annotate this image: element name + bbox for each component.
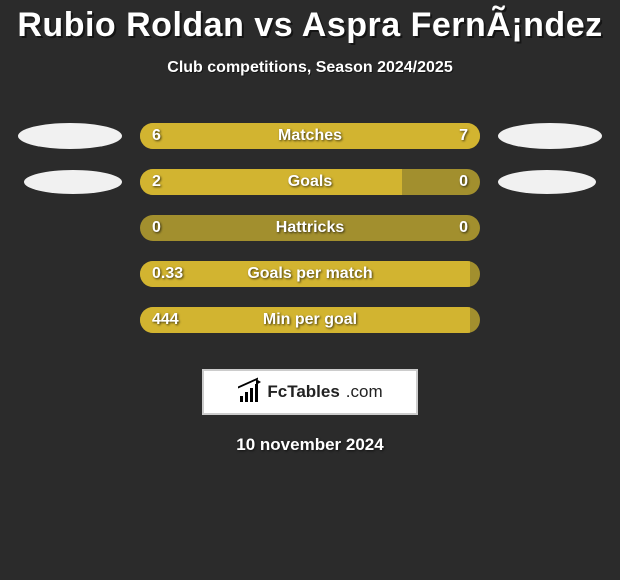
- left-value: 2: [152, 173, 161, 191]
- left-team-oval: [24, 170, 122, 194]
- stat-bar: 0.33 Goals per match: [140, 261, 480, 287]
- comparison-row: 0 0 Hattricks: [0, 205, 620, 251]
- right-value: 0: [459, 219, 468, 237]
- left-team-oval: [18, 123, 122, 149]
- fill-left: [140, 123, 296, 149]
- brand-suffix: .com: [346, 382, 383, 402]
- comparison-row: 0.33 Goals per match: [0, 251, 620, 297]
- stat-label: Goals per match: [247, 265, 372, 283]
- comparison-row: 444 Min per goal: [0, 297, 620, 343]
- comparison-row: 2 0 Goals: [0, 159, 620, 205]
- page-subtitle: Club competitions, Season 2024/2025: [0, 59, 620, 77]
- brand-box[interactable]: FcTables .com: [202, 369, 418, 415]
- stat-label: Matches: [278, 127, 342, 145]
- stat-bar: 0 0 Hattricks: [140, 215, 480, 241]
- stat-label: Min per goal: [263, 311, 357, 329]
- comparison-rows: 6 7 Matches 2 0 Goals 0 0 Hattricks 0.33 Goals per…: [0, 113, 620, 343]
- stat-bar: 2 0 Goals: [140, 169, 480, 195]
- content: Rubio Roldan vs Aspra FernÃ¡ndez Club co…: [0, 0, 620, 580]
- left-value: 444: [152, 311, 179, 329]
- stat-label: Goals: [288, 173, 332, 191]
- right-team-oval: [498, 123, 602, 149]
- stat-bar: 6 7 Matches: [140, 123, 480, 149]
- right-value: 0: [459, 173, 468, 191]
- fill-left: [140, 169, 402, 195]
- page-title: Rubio Roldan vs Aspra FernÃ¡ndez: [0, 0, 620, 45]
- date-text: 10 november 2024: [0, 435, 620, 455]
- chart-icon: [237, 382, 261, 402]
- stat-label: Hattricks: [276, 219, 344, 237]
- left-value: 6: [152, 127, 161, 145]
- brand-name: FcTables: [267, 382, 339, 402]
- left-value: 0: [152, 219, 161, 237]
- right-team-oval: [498, 170, 596, 194]
- right-value: 7: [459, 127, 468, 145]
- comparison-row: 6 7 Matches: [0, 113, 620, 159]
- left-value: 0.33: [152, 265, 183, 283]
- stat-bar: 444 Min per goal: [140, 307, 480, 333]
